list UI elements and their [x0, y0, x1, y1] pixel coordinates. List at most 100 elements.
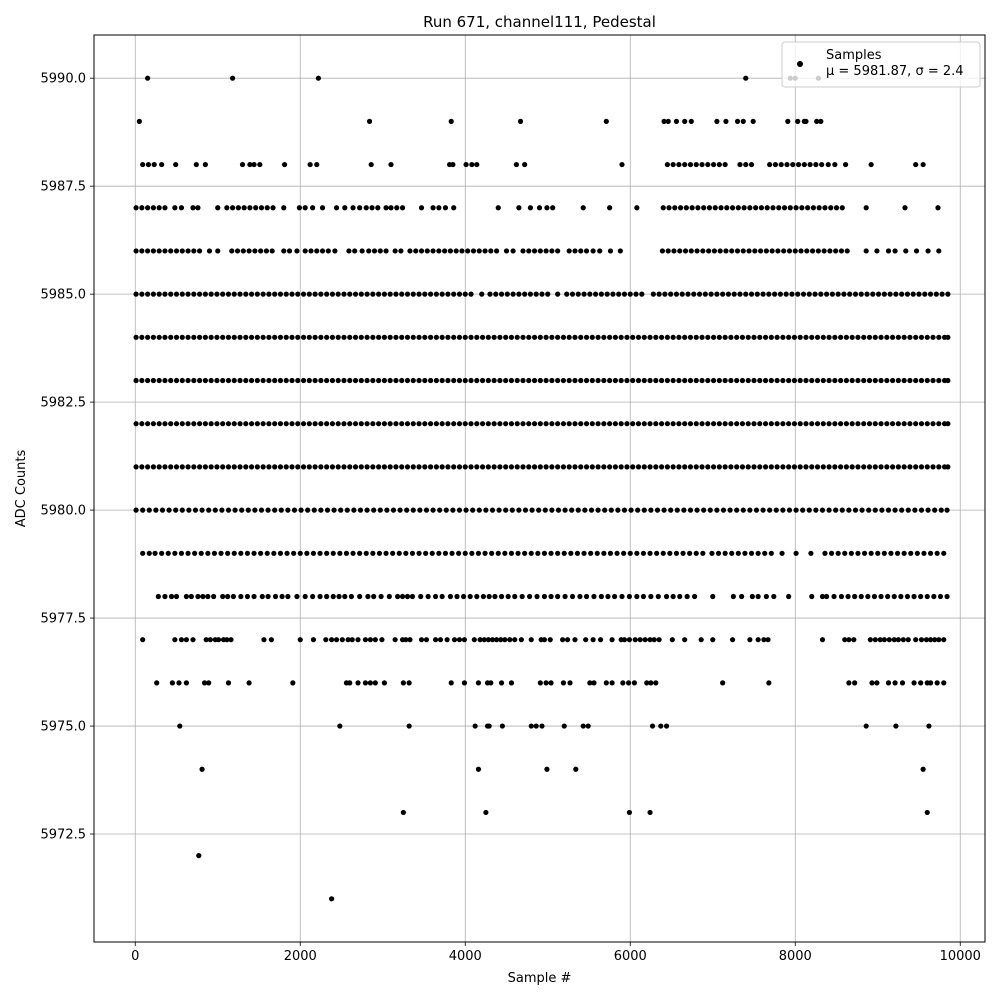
data-point [641, 377, 647, 384]
data-point [156, 248, 162, 254]
data-point [887, 291, 893, 297]
data-point [358, 334, 364, 340]
data-point [763, 593, 769, 600]
axis-ticks: 0 2000 4000 6000 8000 100005972.55975.05977.5… [41, 72, 981, 964]
data-point [422, 464, 428, 470]
data-point [498, 637, 504, 643]
data-point [739, 377, 746, 384]
x-tick-label: 8000 [779, 949, 812, 964]
data-point [710, 377, 717, 384]
data-point [803, 334, 809, 340]
data-point [647, 377, 653, 384]
data-point [531, 248, 538, 254]
data-point [335, 291, 341, 297]
data-point [630, 464, 636, 470]
data-point [789, 291, 795, 297]
data-point [729, 637, 736, 643]
data-point [687, 377, 694, 384]
data-point [139, 377, 145, 384]
legend-marker [797, 61, 803, 67]
data-point [768, 377, 774, 384]
data-point [311, 507, 317, 513]
data-point [418, 593, 424, 600]
data-point [945, 377, 951, 384]
data-point [237, 377, 243, 384]
data-point [302, 248, 308, 254]
data-point [534, 593, 540, 600]
data-point [710, 334, 717, 340]
data-point [561, 723, 567, 729]
data-point [881, 550, 887, 556]
data-point [899, 680, 906, 686]
data-point [306, 291, 312, 297]
data-point [192, 507, 199, 513]
y-tick-label: 5982.5 [41, 396, 87, 411]
data-point [822, 550, 828, 556]
data-point [377, 248, 383, 254]
data-point [895, 637, 901, 643]
data-point [169, 680, 175, 686]
data-point [185, 464, 191, 470]
data-point [731, 291, 737, 297]
data-point [569, 593, 576, 600]
data-point [497, 334, 503, 340]
data-point [846, 637, 852, 643]
data-point [206, 680, 212, 686]
data-point [723, 248, 729, 254]
data-point [133, 377, 139, 384]
data-point [410, 377, 416, 384]
data-point [284, 550, 290, 556]
data-point [179, 464, 185, 470]
data-point [526, 464, 532, 470]
data-point [820, 377, 826, 384]
data-point [866, 377, 873, 384]
data-point [518, 637, 524, 643]
data-point [467, 593, 473, 600]
data-point [456, 637, 463, 643]
data-point [202, 291, 208, 297]
data-point [855, 421, 861, 427]
data-point [462, 421, 468, 427]
data-point [423, 637, 430, 643]
data-point [199, 766, 205, 772]
data-point [383, 205, 389, 211]
data-point [355, 680, 361, 686]
data-point [918, 680, 924, 686]
data-point [824, 291, 830, 297]
data-point [197, 377, 203, 384]
data-point [243, 421, 249, 427]
data-point [780, 421, 786, 427]
data-point [498, 680, 505, 686]
data-point [941, 637, 947, 643]
data-point [555, 593, 561, 600]
data-point [583, 593, 590, 600]
data-point [445, 291, 451, 297]
data-point [497, 377, 503, 384]
data-point [583, 421, 590, 427]
data-point [283, 291, 289, 297]
data-point [647, 550, 653, 556]
data-point [881, 291, 887, 297]
data-point [626, 680, 632, 686]
data-point [806, 291, 812, 297]
data-point [168, 377, 174, 384]
data-point [861, 464, 867, 470]
data-point [215, 637, 222, 643]
data-point [272, 377, 278, 384]
data-point [370, 377, 376, 384]
data-point [289, 464, 295, 470]
data-point [393, 377, 399, 384]
data-point [846, 680, 852, 686]
data-point [329, 464, 336, 470]
data-point [792, 248, 798, 254]
data-point [185, 248, 191, 254]
data-point [296, 205, 303, 211]
data-point [307, 161, 313, 168]
data-point [156, 377, 162, 384]
data-point [849, 334, 855, 340]
data-point [641, 507, 647, 513]
data-point [684, 593, 690, 600]
data-point [614, 550, 620, 556]
data-point [173, 421, 180, 427]
data-point [560, 377, 567, 384]
